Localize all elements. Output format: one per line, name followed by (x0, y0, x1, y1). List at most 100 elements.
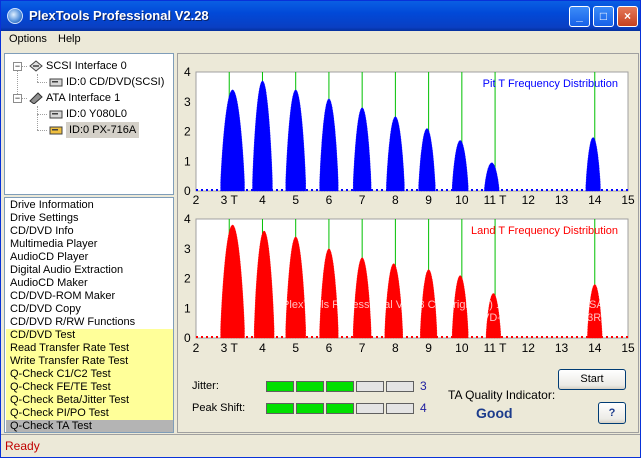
chart-title: Land T Frequency Distribution (471, 225, 618, 237)
x-tick-label: 8 (392, 341, 399, 355)
minimize-button[interactable]: _ (569, 6, 590, 27)
x-tick-label: 14 (588, 341, 602, 355)
menu-help[interactable]: Help (58, 33, 81, 45)
x-tick-label: 11 T (484, 193, 508, 207)
function-item[interactable]: Q-Check PI/PO Test (6, 407, 173, 420)
copyright-watermark: PlexTools Professional V2.28 Copyright (… (282, 299, 623, 311)
function-item[interactable]: AudioCD Player (10, 251, 89, 263)
scsi-icon (29, 60, 43, 72)
distribution-peak (252, 80, 273, 192)
drive-icon (49, 78, 63, 87)
distribution-peak (253, 230, 275, 339)
collapse-ata-icon[interactable]: − (13, 93, 22, 103)
distribution-peak (352, 257, 372, 339)
x-tick-label: 12 (522, 193, 536, 207)
distribution-peak (319, 248, 339, 339)
x-tick-label: 11 T (484, 341, 508, 355)
distribution-peak (386, 116, 405, 192)
maximize-icon: □ (599, 9, 608, 23)
x-tick-label: 13 (555, 193, 569, 207)
distribution-peak (485, 293, 501, 339)
x-tick-label: 6 (326, 193, 333, 207)
ata-icon (29, 92, 43, 104)
meter-segment (326, 403, 354, 414)
function-item[interactable]: CD/DVD-ROM Maker (10, 290, 116, 302)
title-bar[interactable]: PlexTools Professional V2.28 _ □ × (1, 1, 640, 31)
close-icon: × (623, 9, 631, 23)
function-item[interactable]: Q-Check C1/C2 Test (6, 368, 173, 381)
close-button[interactable]: × (617, 6, 638, 27)
x-tick-label: 3 T (221, 193, 239, 207)
drive-icon (49, 110, 63, 119)
peak-shift-label: Peak Shift: (192, 402, 246, 414)
function-item[interactable]: Q-Check Beta/Jitter Test (6, 394, 173, 407)
distribution-peak (585, 137, 601, 192)
jitter-value: 3 (420, 379, 427, 393)
distribution-peak (418, 128, 436, 192)
status-text: Ready (5, 439, 40, 453)
function-item[interactable]: Digital Audio Extraction (10, 264, 124, 276)
function-item[interactable]: Drive Information (10, 199, 94, 211)
distribution-peak (285, 89, 306, 192)
jitter-label: Jitter: (192, 380, 219, 392)
function-item[interactable]: Q-Check TA Test (6, 420, 173, 432)
minimize-icon: _ (576, 9, 583, 23)
maximize-button[interactable]: □ (593, 6, 614, 27)
x-tick-label: 13 (555, 341, 569, 355)
ta-quality-value: Good (476, 405, 513, 421)
y-tick-label: 1 (184, 154, 191, 168)
function-list[interactable]: Drive Information Drive Settings CD/DVD In… (4, 197, 174, 433)
x-tick-label: 2 (193, 193, 200, 207)
meter-segment (386, 381, 414, 392)
peak-shift-value: 4 (420, 401, 427, 415)
function-item[interactable]: Read Transfer Rate Test (6, 342, 173, 355)
start-button[interactable]: Start (558, 369, 626, 390)
x-tick-label: 9 (425, 193, 432, 207)
y-tick-label: 1 (184, 301, 191, 315)
x-tick-label: 5 (292, 193, 299, 207)
copyright-watermark: DVD-R : 16.0 X MCC 03RG20 (474, 312, 622, 324)
function-item[interactable]: Drive Settings (10, 212, 79, 224)
function-item[interactable]: AudioCD Maker (10, 277, 88, 289)
function-item[interactable]: CD/DVD Info (10, 225, 74, 237)
function-item[interactable]: CD/DVD Test (6, 329, 173, 342)
help-button[interactable]: ? (598, 402, 626, 424)
x-tick-label: 3 T (221, 341, 239, 355)
function-item[interactable]: CD/DVD R/RW Functions (10, 316, 136, 328)
meter-segment (266, 381, 294, 392)
meter-segment (296, 403, 324, 414)
meter-segment (296, 381, 324, 392)
status-bar: Ready (1, 434, 640, 457)
distribution-peak (352, 107, 372, 192)
function-item[interactable]: Q-Check FE/TE Test (6, 381, 173, 394)
device-tree[interactable]: − − SCSI Interface 0 ID:0 CD/DVD(SCSI) A… (4, 53, 174, 195)
drive-icon (49, 126, 63, 135)
window-title: PlexTools Professional V2.28 (29, 8, 209, 23)
ta-quality-label: TA Quality Indicator: (448, 388, 556, 402)
meter-segment (356, 381, 384, 392)
function-item[interactable]: Write Transfer Rate Test (6, 355, 173, 368)
x-tick-label: 9 (425, 341, 432, 355)
menu-options[interactable]: Options (9, 33, 47, 45)
function-item[interactable]: CD/DVD Copy (10, 303, 81, 315)
x-tick-label: 15 (621, 193, 635, 207)
x-tick-label: 12 (522, 341, 536, 355)
y-tick-label: 4 (184, 212, 191, 226)
x-tick-label: 7 (359, 193, 366, 207)
x-tick-label: 8 (392, 193, 399, 207)
y-tick-label: 0 (184, 331, 191, 345)
meter-segment (386, 403, 414, 414)
y-tick-label: 2 (184, 125, 191, 139)
distribution-peak (451, 275, 469, 339)
distribution-peak (220, 224, 245, 339)
distribution-peak (587, 284, 603, 339)
collapse-scsi-icon[interactable]: − (13, 61, 22, 71)
function-item[interactable]: Multimedia Player (10, 238, 98, 250)
distribution-peak (285, 236, 306, 339)
x-tick-label: 10 (455, 193, 469, 207)
app-icon[interactable] (7, 8, 23, 24)
chart-title: Pit T Frequency Distribution (483, 78, 618, 90)
